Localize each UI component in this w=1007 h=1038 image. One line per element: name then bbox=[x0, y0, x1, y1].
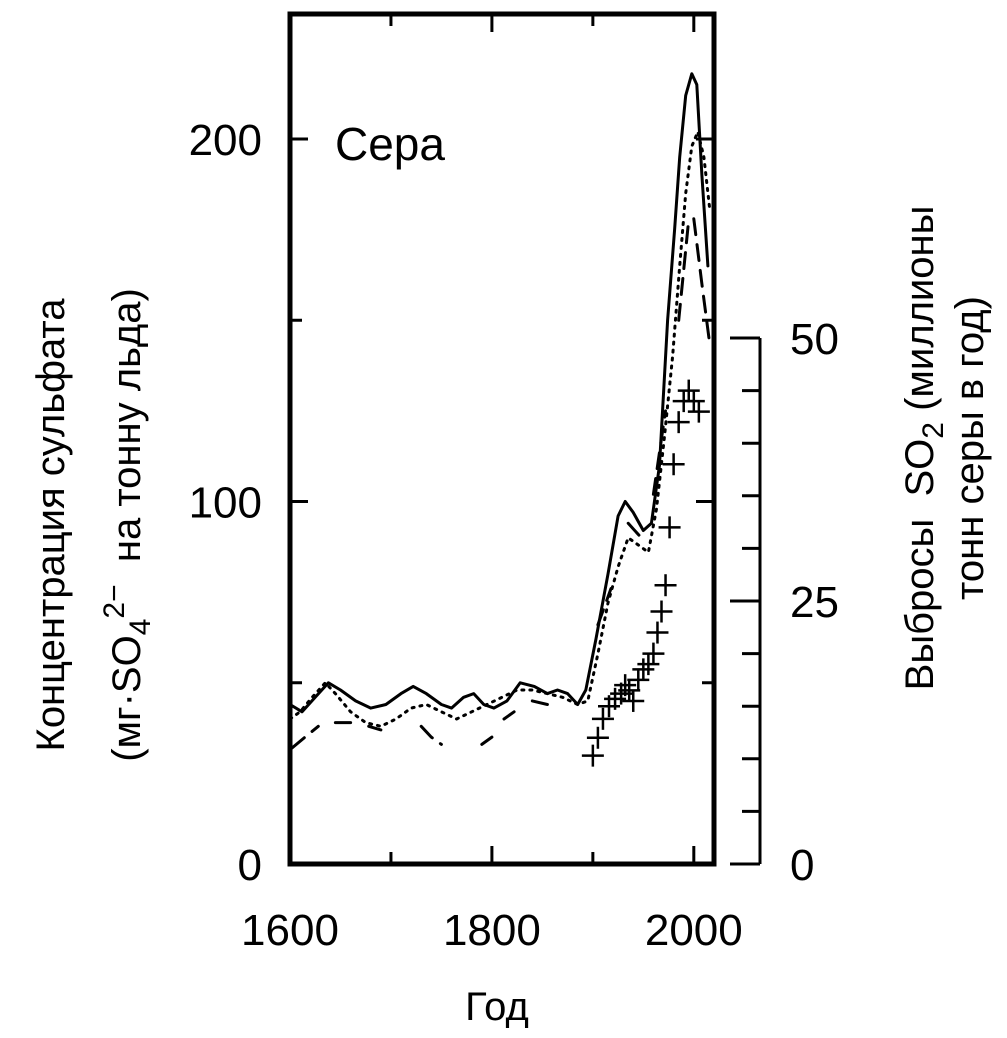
series-dashed-segment bbox=[677, 217, 691, 322]
series-dashed-segment bbox=[692, 217, 711, 340]
series-dashed-segment bbox=[367, 724, 383, 732]
series-dashed-segment bbox=[480, 735, 494, 746]
series-dashed-segment bbox=[651, 409, 667, 496]
y-tick-label: 200 bbox=[189, 116, 262, 165]
emission-point bbox=[637, 653, 660, 676]
emission-point bbox=[614, 674, 637, 697]
y2-axis-title-prefix: Выбросы SO bbox=[898, 439, 942, 691]
emission-point bbox=[650, 600, 673, 623]
y-tick-label: 100 bbox=[189, 479, 262, 528]
x-tick-label: 1600 bbox=[241, 906, 339, 955]
emission-point bbox=[667, 411, 690, 434]
y2-axis-title-line1: Выбросы SO2 (миллионы bbox=[898, 206, 950, 691]
series-dashed-segment bbox=[626, 521, 643, 540]
plot-frame bbox=[287, 11, 717, 867]
emission-points bbox=[581, 379, 710, 767]
emission-point bbox=[627, 668, 650, 691]
y-axis-title-sub: 4 bbox=[124, 619, 157, 636]
y-axis-title-sup: 2− bbox=[98, 584, 131, 618]
y-axis-title-suffix: на тонну льда) bbox=[105, 288, 149, 584]
x-tick-label: 2000 bbox=[645, 906, 743, 955]
series-dashed-segment bbox=[596, 587, 613, 627]
y2-tick-label: 50 bbox=[790, 315, 839, 364]
x-axis-title: Год bbox=[465, 985, 529, 1029]
series-dotted-line bbox=[288, 130, 712, 728]
y-axis-title-line1: Концентрация сульфата bbox=[29, 298, 73, 752]
y2-axis-title-suffix: (миллионы bbox=[898, 206, 942, 422]
y2-axis-title-sub: 2 bbox=[917, 422, 950, 439]
y-axis-title-line2: (мг·SO42− на тонну льда) bbox=[98, 288, 157, 762]
emission-point bbox=[642, 642, 665, 665]
series-dashed-segment bbox=[419, 724, 443, 746]
emission-point bbox=[658, 516, 681, 539]
emission-point bbox=[586, 726, 609, 749]
emission-point bbox=[604, 687, 627, 710]
emission-point bbox=[622, 689, 645, 712]
emission-point bbox=[618, 679, 641, 702]
series-dashed-segment bbox=[530, 699, 549, 706]
emission-point bbox=[654, 574, 677, 597]
emission-point bbox=[591, 707, 614, 730]
y2-axis-title-line2: тонн серы в год) bbox=[948, 296, 992, 600]
series-dashed-segment bbox=[290, 724, 320, 750]
y-axis-title-prefix: (мг·SO bbox=[105, 635, 149, 762]
emission-point bbox=[581, 744, 604, 767]
y-tick-label: 0 bbox=[238, 841, 262, 890]
emission-point bbox=[687, 400, 710, 423]
y2-axis-title: Выбросы SO2 (миллионы тонн серы в год) bbox=[898, 206, 992, 691]
series-dashed-segment bbox=[502, 710, 516, 721]
y2-tick-label: 0 bbox=[790, 841, 814, 890]
y2-tick-label: 25 bbox=[790, 578, 839, 627]
emission-point bbox=[682, 390, 705, 413]
emission-point bbox=[662, 453, 685, 476]
chart-title: Сера bbox=[335, 118, 445, 170]
emission-point bbox=[646, 621, 669, 644]
series-layer bbox=[288, 72, 712, 750]
emission-point bbox=[632, 658, 655, 681]
emission-point bbox=[677, 379, 700, 402]
x-tick-label: 1800 bbox=[443, 906, 541, 955]
y-axis-title: Концентрация сульфата (мг·SO42− на тонну… bbox=[29, 288, 157, 762]
